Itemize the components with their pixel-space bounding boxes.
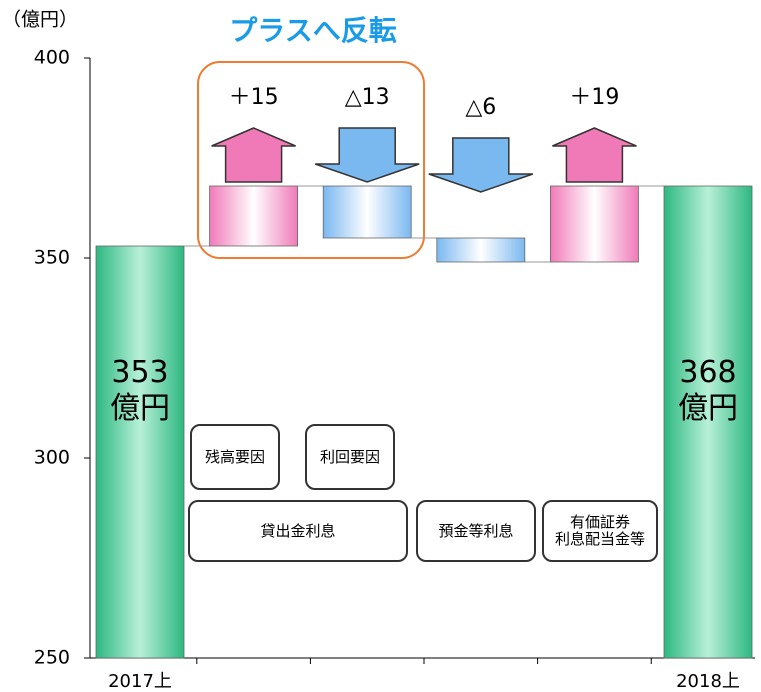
factor-box: 有価証券 利息配当金等 xyxy=(542,500,658,562)
y-tick-label: 300 xyxy=(34,447,70,469)
value-label: ＋19 xyxy=(569,85,619,110)
factor-box: 利回要因 xyxy=(305,424,395,490)
value-label: △6 xyxy=(465,95,496,120)
bar xyxy=(209,185,299,247)
arrow xyxy=(428,137,534,193)
highlight-frame xyxy=(197,61,425,259)
y-tick-label: 400 xyxy=(34,47,70,69)
arrow xyxy=(314,127,420,183)
annotation: プラスへ反転 xyxy=(229,14,396,47)
factor-box: 貸出金利息 xyxy=(188,500,408,562)
value-label: ＋15 xyxy=(229,85,279,110)
x-tick-label: 2017上 xyxy=(108,671,172,692)
bar xyxy=(663,185,753,659)
factor-box: 残高要因 xyxy=(190,424,280,490)
bar xyxy=(436,237,526,263)
x-tick-label: 2018上 xyxy=(676,671,740,692)
bar xyxy=(95,245,185,659)
factor-box: 預金等利息 xyxy=(416,500,536,562)
arrow xyxy=(211,127,296,183)
y-tick-label: 250 xyxy=(34,647,70,669)
value-label: 368 億円 xyxy=(678,355,739,426)
y-unit: （億円） xyxy=(2,9,78,31)
arrow xyxy=(552,127,637,183)
bar xyxy=(322,185,412,239)
value-label: △13 xyxy=(345,85,390,110)
bar xyxy=(550,185,639,263)
y-tick-label: 350 xyxy=(34,247,70,269)
value-label: 353 億円 xyxy=(110,355,170,426)
